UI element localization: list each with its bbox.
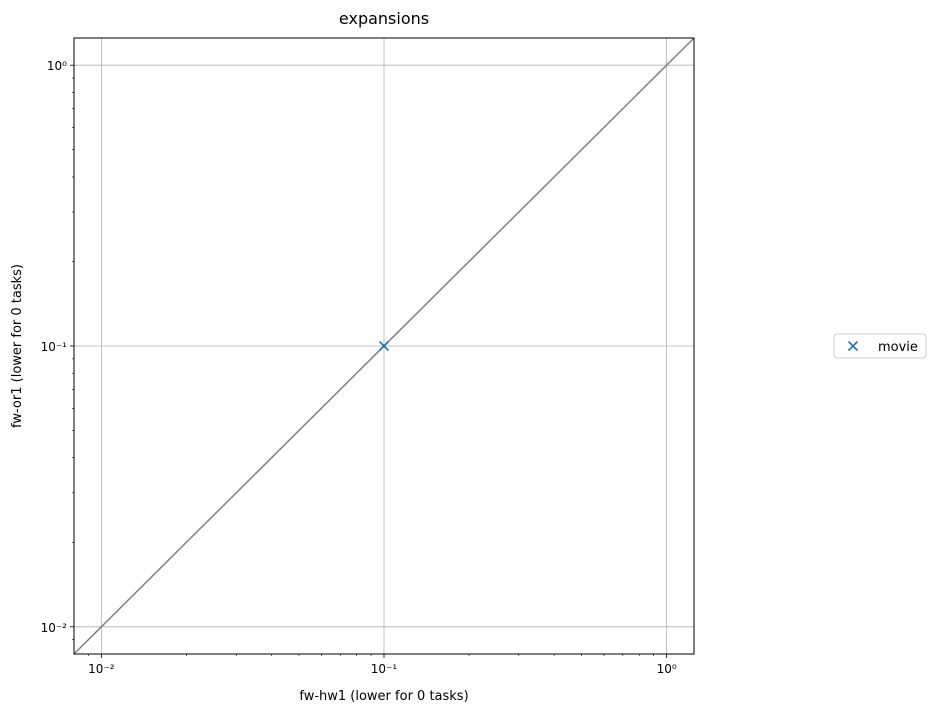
marker-stroke (378, 340, 390, 352)
y-tick-label: 10⁻² (41, 621, 68, 635)
data-point-movie (378, 340, 390, 352)
y-axis-label: fw-or1 (lower for 0 tasks) (10, 264, 25, 428)
x-tick-label: 10⁻¹ (371, 662, 398, 676)
legend: movie (833, 333, 927, 359)
legend-marker-movie (847, 340, 859, 352)
x-axis: 10⁻² 10⁻¹ 10⁰ (88, 654, 677, 676)
y-tick-label: 10⁰ (47, 59, 67, 73)
legend-box (833, 333, 927, 359)
legend-marker-icon (847, 340, 859, 352)
marker-stroke (847, 340, 859, 352)
legend-label-movie: movie (878, 340, 918, 355)
y-tick-label: 10⁻¹ (41, 340, 68, 354)
x-tick-label: 10⁻² (88, 662, 115, 676)
x-axis-label: fw-hw1 (lower for 0 tasks) (299, 689, 468, 704)
data-points (378, 340, 390, 352)
chart-title: expansions (339, 9, 429, 28)
x-tick-label: 10⁰ (657, 662, 677, 676)
y-axis: 10⁻² 10⁻¹ 10⁰ (41, 59, 74, 635)
